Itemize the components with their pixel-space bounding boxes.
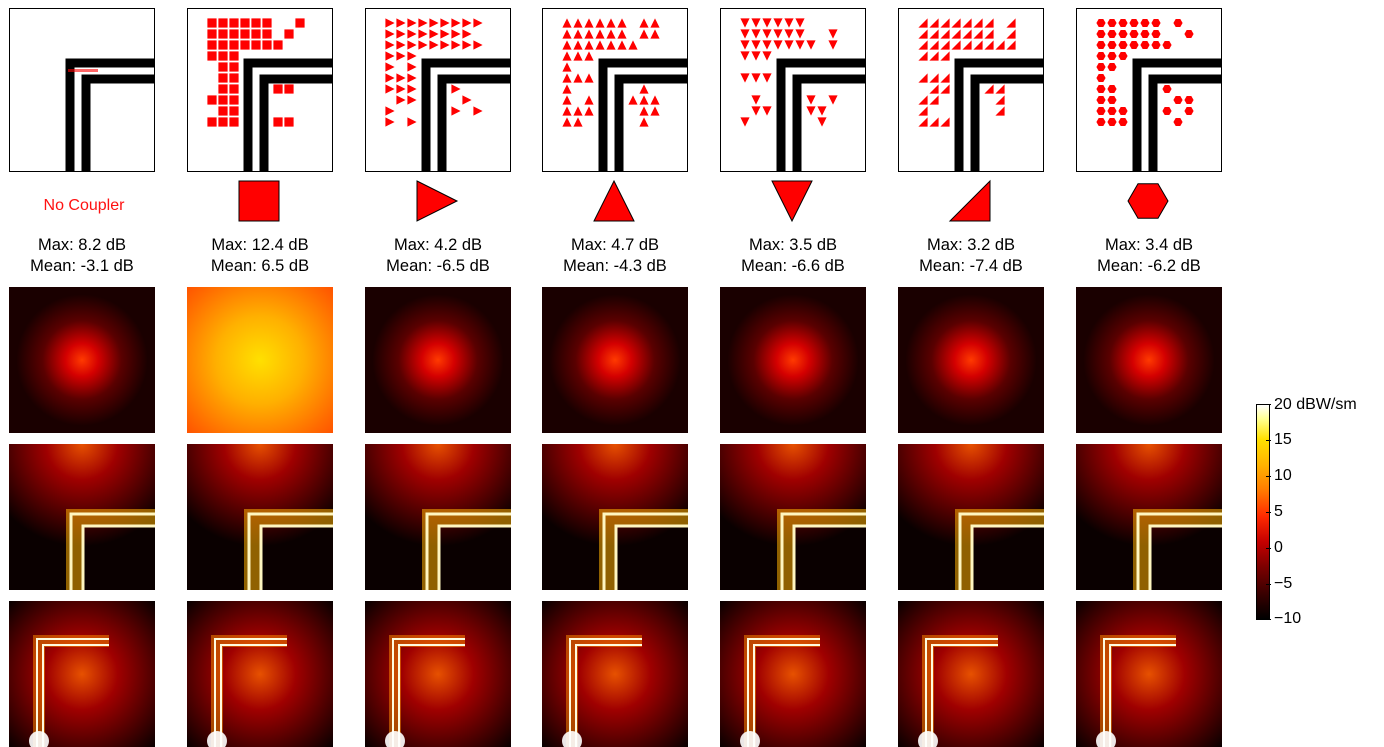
column-triangle-down: Max: 3.5 dB Mean: -6.6 dB (720, 0, 880, 747)
nearfield-map (898, 444, 1044, 590)
colorbar-mark (1266, 619, 1271, 620)
layout-diagram (9, 8, 155, 172)
layout-diagram (365, 8, 511, 172)
colorbar-tick-label: −5 (1274, 575, 1293, 592)
hexagon-icon (1104, 178, 1192, 224)
colorbar-mark (1266, 476, 1271, 477)
mean-value: Mean: -6.6 dB (741, 257, 845, 275)
column-right-triangle: Max: 3.2 dB Mean: -7.4 dB (898, 0, 1058, 747)
wide-field-map (9, 601, 155, 747)
colorbar-mark (1266, 548, 1271, 549)
column-none: No Coupler Max: 8.2 dB Mean: -3.1 dB (9, 0, 169, 747)
mean-value: Mean: -4.3 dB (563, 257, 667, 275)
colorbar-mark (1266, 440, 1271, 441)
mean-value: Mean: -3.1 dB (30, 257, 134, 275)
coupler-elements (918, 18, 1016, 127)
wide-field-map (542, 601, 688, 747)
colorbar-tick-label: 5 (1274, 503, 1283, 520)
max-value: Max: 3.5 dB (748, 236, 838, 254)
colorbar-tick-label: 10 (1274, 467, 1292, 484)
colorbar-mark (1266, 584, 1271, 585)
column-triangle-up: Max: 4.7 dB Mean: -4.3 dB (542, 0, 702, 747)
max-value: Max: 8.2 dB (37, 236, 127, 254)
mean-value: Mean: -7.4 dB (919, 257, 1023, 275)
wide-field-map (365, 601, 511, 747)
farfield-map (9, 287, 155, 433)
layout-diagram (1076, 8, 1222, 172)
coupler-elements (207, 18, 305, 127)
farfield-map (720, 287, 866, 433)
wide-field-map (187, 601, 333, 747)
colorbar-tick-label: 20 dBW/sm (1274, 396, 1357, 413)
nearfield-map (187, 444, 333, 590)
waveguide-bend (421, 58, 510, 171)
waveguide-bend (954, 58, 1043, 171)
coupler-elements (562, 18, 660, 127)
colorbar-mark (1266, 512, 1271, 513)
farfield-map (365, 287, 511, 433)
triangle-up-icon (570, 178, 658, 224)
layout-diagram (187, 8, 333, 172)
mean-value: Mean: -6.2 dB (1097, 257, 1201, 275)
column-square: Max: 12.4 dB Mean: 6.5 dB (187, 0, 347, 747)
max-value: Max: 3.4 dB (1104, 236, 1194, 254)
no-coupler-label: No Coupler (43, 197, 125, 214)
coupler-elements (385, 18, 483, 127)
layout-diagram (898, 8, 1044, 172)
triangle-right-icon (393, 178, 481, 224)
nearfield-map (720, 444, 866, 590)
waveguide-bend (65, 58, 154, 171)
waveguide-bend (776, 58, 865, 171)
farfield-map (187, 287, 333, 433)
colorbar-tick-label: 15 (1274, 431, 1292, 448)
nearfield-map (9, 444, 155, 590)
waveguide-bend (243, 58, 332, 171)
triangle-down-icon (748, 178, 836, 224)
nearfield-map (1076, 444, 1222, 590)
colorbar-mark (1266, 404, 1271, 405)
layout-diagram (542, 8, 688, 172)
waveguide-bend (1132, 58, 1221, 171)
wide-field-map (720, 601, 866, 747)
colorbar-tick-label: 0 (1274, 539, 1283, 556)
farfield-map (1076, 287, 1222, 433)
mean-value: Mean: 6.5 dB (210, 257, 310, 275)
mean-value: Mean: -6.5 dB (386, 257, 490, 275)
right-triangle-icon (926, 178, 1014, 224)
farfield-map (542, 287, 688, 433)
wide-field-map (1076, 601, 1222, 747)
square-icon (215, 178, 303, 224)
nearfield-map (365, 444, 511, 590)
column-hexagon: Max: 3.4 dB Mean: -6.2 dB (1076, 0, 1236, 747)
nearfield-map (542, 444, 688, 590)
max-value: Max: 12.4 dB (211, 236, 309, 254)
colorbar-tick-label: −10 (1274, 610, 1302, 627)
coupler-elements (740, 18, 838, 127)
waveguide-bend (598, 58, 687, 171)
column-triangle-right: Max: 4.2 dB Mean: -6.5 dB (365, 0, 525, 747)
wide-field-map (898, 601, 1044, 747)
layout-diagram (720, 8, 866, 172)
max-value: Max: 4.7 dB (570, 236, 660, 254)
coupler-elements (1096, 19, 1194, 126)
farfield-map (898, 287, 1044, 433)
max-value: Max: 3.2 dB (926, 236, 1016, 254)
max-value: Max: 4.2 dB (393, 236, 483, 254)
